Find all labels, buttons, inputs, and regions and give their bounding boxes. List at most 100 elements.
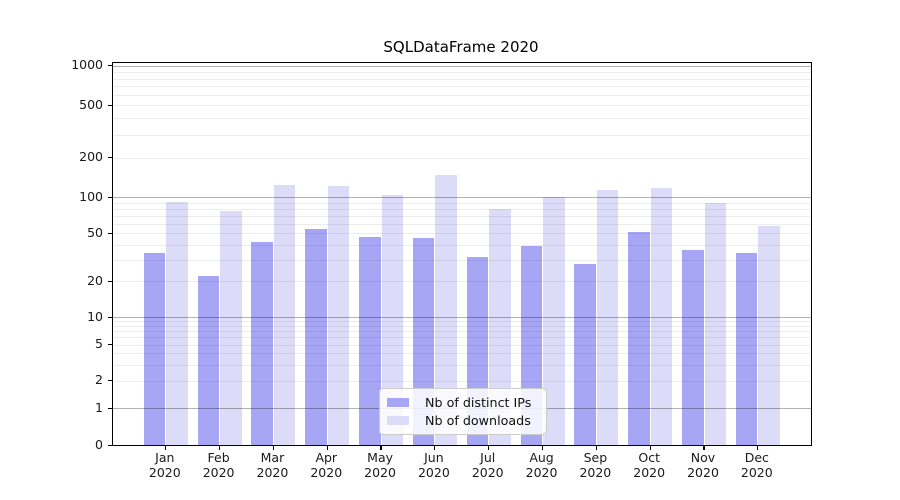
x-tick-year: 2020 <box>148 465 181 480</box>
x-tick-label: May 2020 <box>353 450 407 480</box>
x-tick-mark <box>595 446 597 451</box>
gridline-minor <box>113 208 811 210</box>
x-tick-month: Sep <box>583 450 608 465</box>
x-tick-mark <box>326 446 328 451</box>
x-tick-label: Apr 2020 <box>299 450 353 480</box>
legend-swatch-distinct-ips <box>387 398 409 407</box>
gridline-minor <box>113 233 811 235</box>
bar-distinct-ips-feb <box>197 276 220 445</box>
x-tick-month: Aug <box>529 450 554 465</box>
y-tick-label: 0 <box>95 436 103 452</box>
gridline-minor <box>113 326 811 328</box>
y-tick-mark <box>108 104 112 107</box>
y-tick-label: 5 <box>95 336 103 352</box>
bar-downloads-nov <box>704 203 726 445</box>
x-tick-mark <box>649 446 651 451</box>
gridline-major <box>113 65 811 67</box>
x-tick-month: Mar <box>260 450 285 465</box>
x-tick-year: 2020 <box>525 465 558 480</box>
x-tick-year: 2020 <box>310 465 343 480</box>
y-tick-label: 500 <box>79 96 103 112</box>
y-tick-label: 1000 <box>71 57 103 73</box>
x-tick-year: 2020 <box>633 465 666 480</box>
gridline-minor <box>113 321 811 323</box>
gridline-minor <box>113 380 811 382</box>
x-tick-month: Jul <box>480 450 496 465</box>
bar-downloads-may <box>381 194 404 445</box>
y-tick-label: 2 <box>95 372 103 388</box>
bar-downloads-dec <box>758 225 780 445</box>
x-tick-mark <box>434 446 436 451</box>
gridline-major <box>113 317 811 319</box>
plot-area <box>108 62 812 451</box>
x-tick-month: Apr <box>315 450 338 465</box>
x-tick-label: Jun 2020 <box>407 450 461 480</box>
bar-distinct-ips-nov <box>682 250 704 445</box>
bar-downloads-feb <box>220 210 242 445</box>
y-tick-mark <box>108 344 112 346</box>
x-tick-label: Dec 2020 <box>730 450 784 480</box>
gridline-minor <box>113 353 811 355</box>
x-tick-mark <box>488 446 490 451</box>
bar-downloads-aug <box>543 196 565 445</box>
x-tick-month: May <box>367 450 393 465</box>
bar-downloads-apr <box>327 186 350 445</box>
bar-distinct-ips-dec <box>735 253 758 445</box>
y-tick-mark <box>108 232 112 234</box>
gridline-minor <box>113 134 811 136</box>
y-tick-label: 50 <box>87 224 103 240</box>
gridline-minor <box>113 94 811 96</box>
x-tick-label: Jul 2020 <box>461 450 515 480</box>
x-tick-mark <box>165 446 167 451</box>
gridline-minor <box>113 215 811 217</box>
y-tick-label: 10 <box>87 308 103 324</box>
gridline-minor <box>113 118 811 120</box>
gridline-minor <box>113 331 811 333</box>
legend-swatch-downloads <box>387 416 409 425</box>
legend-item-downloads: Nb of downloads <box>387 413 546 428</box>
y-tick-mark <box>108 196 112 198</box>
x-tick-year: 2020 <box>256 465 289 480</box>
y-tick-mark <box>108 157 112 159</box>
gridline-minor <box>113 344 811 346</box>
gridline-minor <box>113 105 811 107</box>
bar-distinct-ips-jan <box>143 253 166 445</box>
x-tick-month: Jun <box>424 450 444 465</box>
x-tick-month: Jan <box>155 450 175 465</box>
gridline-minor <box>113 86 811 88</box>
x-tick-mark <box>757 446 759 451</box>
bar-distinct-ips-apr <box>305 229 327 445</box>
gridline-minor <box>113 78 811 80</box>
legend: Nb of distinct IPs Nb of downloads <box>379 388 547 435</box>
gridline-minor <box>113 364 811 366</box>
legend-label: Nb of distinct IPs <box>425 395 532 410</box>
y-tick-label: 200 <box>79 149 103 165</box>
x-tick-year: 2020 <box>417 465 450 480</box>
x-tick-label: Feb 2020 <box>192 450 246 480</box>
gridline-minor <box>113 202 811 204</box>
gridline-minor <box>113 244 811 246</box>
x-tick-mark <box>541 446 544 451</box>
y-tick-label: 100 <box>79 188 103 204</box>
x-tick-year: 2020 <box>202 465 235 480</box>
bar-distinct-ips-sep <box>574 263 596 445</box>
x-tick-label: Sep 2020 <box>568 450 622 480</box>
x-tick-mark <box>380 446 382 451</box>
y-tick-mark <box>108 316 112 318</box>
x-tick-mark <box>703 446 705 451</box>
gridline-major <box>113 197 811 199</box>
bar-downloads-mar <box>273 185 296 445</box>
x-tick-label: Nov 2020 <box>676 450 730 480</box>
x-tick-mark <box>219 446 221 451</box>
bar-distinct-ips-mar <box>251 242 273 445</box>
y-tick-mark <box>108 280 112 282</box>
gridline-minor <box>113 157 811 159</box>
y-tick-mark <box>108 65 112 67</box>
x-tick-year: 2020 <box>740 465 773 480</box>
legend-item-distinct-ips: Nb of distinct IPs <box>387 395 546 410</box>
bar-downloads-oct <box>650 188 673 445</box>
bar-downloads-jan <box>166 202 188 445</box>
gridline-minor <box>113 259 811 261</box>
bar-downloads-jun <box>435 175 457 445</box>
